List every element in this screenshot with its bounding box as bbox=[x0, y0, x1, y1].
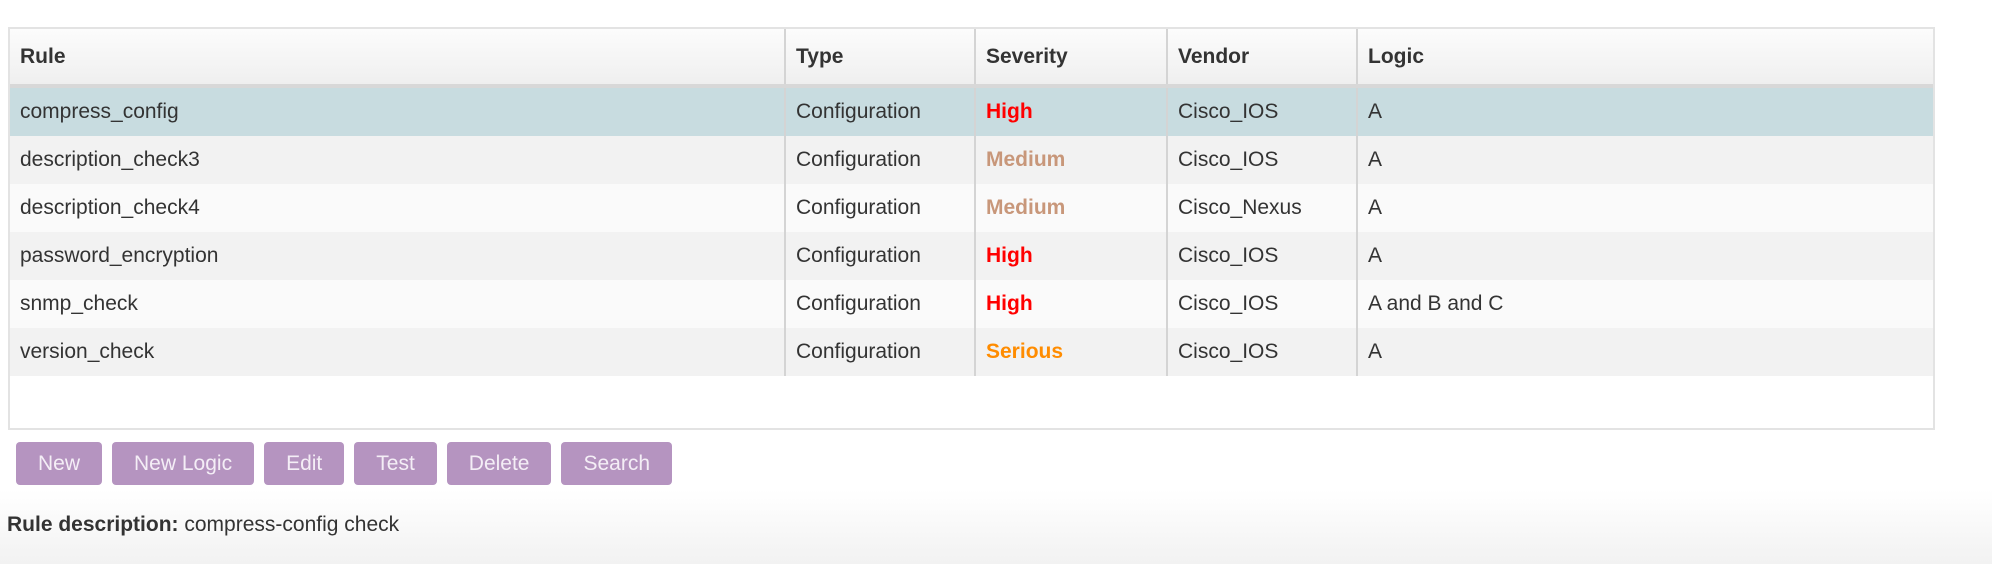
cell-severity: Medium bbox=[975, 184, 1168, 232]
cell-severity: High bbox=[975, 84, 1168, 136]
rule-description-value: compress-config check bbox=[184, 513, 400, 536]
action-buttons: New New Logic Edit Test Delete Search bbox=[16, 442, 673, 485]
cell-type: Configuration bbox=[785, 232, 976, 280]
cell-logic: A bbox=[1357, 232, 1933, 280]
cell-severity: Medium bbox=[975, 136, 1168, 184]
cell-type: Configuration bbox=[785, 280, 976, 328]
cell-severity: Serious bbox=[975, 328, 1168, 376]
cell-rule: description_check3 bbox=[10, 136, 786, 184]
column-header-vendor[interactable]: Vendor bbox=[1167, 29, 1358, 88]
new-logic-button[interactable]: New Logic bbox=[112, 442, 255, 485]
column-header-rule[interactable]: Rule bbox=[10, 29, 786, 88]
cell-rule: compress_config bbox=[10, 84, 786, 136]
cell-logic: A bbox=[1357, 184, 1933, 232]
table-row[interactable]: compress_config Configuration High Cisco_IO… bbox=[10, 84, 1933, 136]
cell-logic: A bbox=[1357, 328, 1933, 376]
table-row[interactable]: version_check Configuration Serious Cisco_I… bbox=[10, 328, 1933, 376]
table-row[interactable]: description_check4 Configuration Medium Cis… bbox=[10, 184, 1933, 232]
delete-button[interactable]: Delete bbox=[446, 442, 552, 485]
table-header: Rule Type Severity Vendor Logic bbox=[10, 29, 1933, 88]
column-header-logic[interactable]: Logic bbox=[1357, 29, 1933, 88]
cell-vendor: Cisco_Nexus bbox=[1167, 184, 1358, 232]
cell-type: Configuration bbox=[785, 184, 976, 232]
cell-vendor: Cisco_IOS bbox=[1167, 232, 1358, 280]
search-button[interactable]: Search bbox=[561, 442, 673, 485]
cell-vendor: Cisco_IOS bbox=[1167, 280, 1358, 328]
cell-type: Configuration bbox=[785, 136, 976, 184]
column-header-type[interactable]: Type bbox=[785, 29, 976, 88]
cell-logic: A bbox=[1357, 84, 1933, 136]
cell-type: Configuration bbox=[785, 84, 976, 136]
test-button[interactable]: Test bbox=[354, 442, 437, 485]
rule-description: Rule description: compress-config check bbox=[7, 513, 399, 537]
cell-vendor: Cisco_IOS bbox=[1167, 136, 1358, 184]
rules-grid: Rule Type Severity Vendor Logic compress… bbox=[8, 27, 1935, 430]
cell-rule: description_check4 bbox=[10, 184, 786, 232]
cell-rule: snmp_check bbox=[10, 280, 786, 328]
rule-description-label: Rule description: bbox=[7, 513, 179, 536]
cell-rule: version_check bbox=[10, 328, 786, 376]
cell-vendor: Cisco_IOS bbox=[1167, 328, 1358, 376]
cell-type: Configuration bbox=[785, 328, 976, 376]
cell-rule: password_encryption bbox=[10, 232, 786, 280]
table-row[interactable]: description_check3 Configuration Medium Cis… bbox=[10, 136, 1933, 184]
table-row[interactable]: snmp_check Configuration High Cisco_IOS A an… bbox=[10, 280, 1933, 328]
table-row[interactable]: password_encryption Configuration High Cisc… bbox=[10, 232, 1933, 280]
cell-severity: High bbox=[975, 232, 1168, 280]
rules-table: Rule Type Severity Vendor Logic compress… bbox=[10, 29, 1933, 376]
cell-logic: A bbox=[1357, 136, 1933, 184]
column-header-severity[interactable]: Severity bbox=[975, 29, 1168, 88]
cell-logic: A and B and C bbox=[1357, 280, 1933, 328]
edit-button[interactable]: Edit bbox=[264, 442, 345, 485]
cell-vendor: Cisco_IOS bbox=[1167, 84, 1358, 136]
cell-severity: High bbox=[975, 280, 1168, 328]
new-button[interactable]: New bbox=[16, 442, 103, 485]
